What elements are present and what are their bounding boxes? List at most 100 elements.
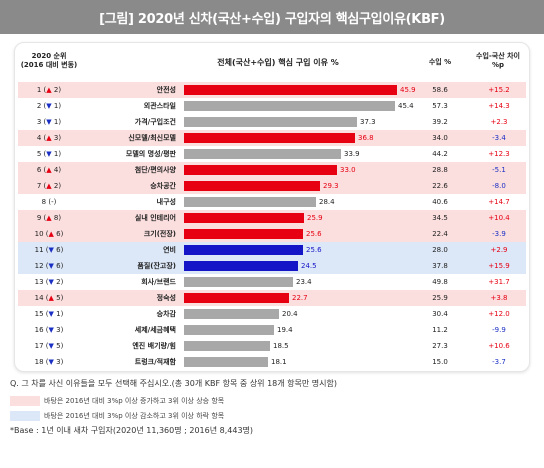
data-label: 33.0 xyxy=(340,166,356,174)
survey-question: Q. 그 차를 사신 이유들을 모두 선택해 주십시오.(총 30개 KBF 항… xyxy=(10,379,337,388)
bar xyxy=(184,277,293,287)
table-row: 3 (▼ 1) 가격/구입조건 37.3 39.2 +2.3 xyxy=(18,114,526,130)
arrow-up-icon: ▲ xyxy=(48,294,54,302)
import-pct-value: 11.2 xyxy=(432,326,448,334)
category-label: 안전성 xyxy=(156,86,176,94)
rank-change: 5) xyxy=(53,294,64,302)
arrow-down-icon: ▼ xyxy=(46,102,52,110)
arrow-up-icon: ▲ xyxy=(46,86,52,94)
rank-label: 4 (▲ 3) xyxy=(18,130,80,146)
rank-number: 13 ( xyxy=(34,278,49,286)
diff-value: -3.9 xyxy=(492,230,506,238)
rank-number: 1 ( xyxy=(36,86,47,94)
rank-number: 2 ( xyxy=(36,102,47,110)
rank-label: 5 (▼ 1) xyxy=(18,146,80,162)
chart-title: [그림] 2020년 신차(국산+수입) 구입자의 핵심구입이유(KBF) xyxy=(0,0,544,34)
table-row: 9 (▲ 8) 실내 인테리어 25.9 34.5 +10.4 xyxy=(18,210,526,226)
arrow-down-icon: ▼ xyxy=(48,278,54,286)
diff-value: +10.4 xyxy=(488,214,510,222)
category-label: 승차감 xyxy=(156,310,176,318)
data-label: 25.9 xyxy=(307,214,323,222)
legend-up-swatch xyxy=(10,395,40,406)
rank-change: 6) xyxy=(53,246,64,254)
rank-number: 7 ( xyxy=(36,182,47,190)
rank-change: 3) xyxy=(53,358,64,366)
rank-number: 3 ( xyxy=(36,118,47,126)
rank-number: 15 ( xyxy=(34,310,49,318)
arrow-down-icon: ▼ xyxy=(48,358,54,366)
data-label: 37.3 xyxy=(360,118,376,126)
import-pct-value: 25.9 xyxy=(432,294,448,302)
data-label: 25.6 xyxy=(306,246,322,254)
category-label: 신모델/최신모델 xyxy=(128,134,176,142)
diff-value: +14.7 xyxy=(488,198,510,206)
header-rank-line1: 2020 순위 xyxy=(31,52,67,60)
rank-number: 17 ( xyxy=(34,342,49,350)
arrow-down-icon: ▼ xyxy=(46,118,52,126)
bar xyxy=(184,101,395,111)
chart-rows: 1 (▲ 2) 안전성 45.9 58.6 +15.2 2 (▼ 1) 외관스타일 45.4 5… xyxy=(18,82,526,370)
table-row: 14 (▲ 5) 정숙성 22.7 25.9 +3.8 xyxy=(18,290,526,306)
bar xyxy=(184,133,355,143)
bar xyxy=(184,245,303,255)
header-reason: 전체(국산+수입) 핵심 구입 이유 % xyxy=(217,58,339,67)
rank-label: 15 (▼ 1) xyxy=(18,306,80,322)
legend-down-swatch xyxy=(10,410,40,421)
bar xyxy=(184,117,357,127)
diff-value: +12.3 xyxy=(488,150,510,158)
diff-value: +15.2 xyxy=(488,86,510,94)
diff-value: +2.9 xyxy=(490,246,508,254)
table-row: 12 (▼ 6) 품질(잔고장) 24.5 37.8 +15.9 xyxy=(18,258,526,274)
rank-label: 10 (▲ 6) xyxy=(18,226,80,242)
bar xyxy=(184,293,289,303)
import-pct-value: 40.6 xyxy=(432,198,448,206)
rank-change: 6) xyxy=(53,230,64,238)
bar xyxy=(184,309,279,319)
import-pct-value: 15.0 xyxy=(432,358,448,366)
data-label: 45.9 xyxy=(400,86,416,94)
data-label: 29.3 xyxy=(323,182,339,190)
rank-label: 14 (▲ 5) xyxy=(18,290,80,306)
bar xyxy=(184,229,303,239)
diff-value: -8.0 xyxy=(492,182,506,190)
rank-number: 9 ( xyxy=(36,214,47,222)
category-label: 회사/브랜드 xyxy=(141,278,176,286)
arrow-down-icon: ▼ xyxy=(48,310,54,318)
legend-down: 바탕은 2016년 대비 3%p 이상 감소하고 3위 이상 하락 항목 xyxy=(10,410,534,421)
data-label: 33.9 xyxy=(344,150,360,158)
rank-change: 1) xyxy=(51,102,62,110)
arrow-down-icon: ▼ xyxy=(46,150,52,158)
data-label: 28.4 xyxy=(319,198,335,206)
rank-change: 2) xyxy=(53,278,64,286)
import-pct-value: 34.0 xyxy=(432,134,448,142)
table-row: 2 (▼ 1) 외관스타일 45.4 57.3 +14.3 xyxy=(18,98,526,114)
bar xyxy=(184,213,304,223)
arrow-down-icon: ▼ xyxy=(48,262,54,270)
category-label: 품질(잔고장) xyxy=(137,262,176,270)
data-label: 18.1 xyxy=(271,358,287,366)
arrow-down-icon: ▼ xyxy=(48,246,54,254)
legend-up-label: 바탕은 2016년 대비 3%p 이상 증가하고 3위 이상 상승 항목 xyxy=(44,396,225,405)
rank-label: 1 (▲ 2) xyxy=(18,82,80,98)
diff-value: +15.9 xyxy=(488,262,510,270)
legend-up: 바탕은 2016년 대비 3%p 이상 증가하고 3위 이상 상승 항목 xyxy=(10,395,534,406)
diff-value: -3.7 xyxy=(492,358,506,366)
data-label: 18.5 xyxy=(273,342,289,350)
category-label: 크기(전장) xyxy=(143,230,176,238)
import-pct-value: 22.4 xyxy=(432,230,448,238)
category-label: 모델의 명성/평판 xyxy=(125,150,176,158)
data-label: 45.4 xyxy=(398,102,414,110)
rank-change: 3) xyxy=(51,134,62,142)
rank-label: 7 (▲ 2) xyxy=(18,178,80,194)
data-label: 20.4 xyxy=(282,310,298,318)
import-pct-value: 30.4 xyxy=(432,310,448,318)
rank-number: 11 ( xyxy=(34,246,49,254)
rank-change: 6) xyxy=(53,262,64,270)
header-diff-line2: %p xyxy=(491,61,505,69)
rank-label: 3 (▼ 1) xyxy=(18,114,80,130)
import-pct-value: 28.0 xyxy=(432,246,448,254)
rank-label: 11 (▼ 6) xyxy=(18,242,80,258)
rank-change: 5) xyxy=(53,342,64,350)
base-note: *Base : 1년 이내 새차 구입자(2020년 11,360명 ; 201… xyxy=(10,426,254,435)
diff-value: +2.3 xyxy=(490,118,508,126)
